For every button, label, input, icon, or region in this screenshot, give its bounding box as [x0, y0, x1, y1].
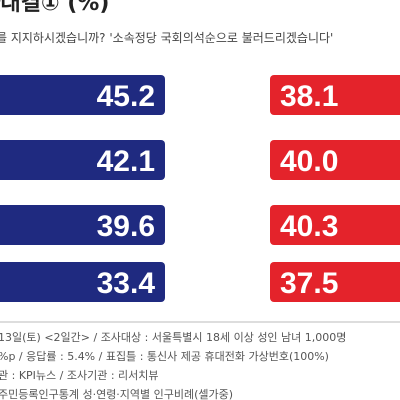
left-bar	[0, 205, 165, 245]
left-bar	[0, 140, 165, 180]
right-bar	[270, 205, 400, 245]
question: 를 지지하시겠습니까? '소속정당 국회의석순으로 불러드리겠습니다'	[0, 31, 333, 45]
footer-line: %p / 응답률 : 5.4% / 표집틀 : 통신사 제공 휴대전화 가상번호…	[0, 350, 329, 363]
right-value: 37.5	[280, 267, 338, 300]
right-bar	[270, 140, 400, 180]
left-value: 42.1	[97, 145, 155, 178]
right-bar	[270, 75, 400, 115]
right-value: 38.1	[280, 80, 338, 113]
left-value: 39.6	[97, 210, 155, 243]
right-value: 40.3	[280, 210, 338, 243]
left-bar	[0, 262, 165, 302]
title: 양자대결① (%)	[0, 0, 109, 16]
left-bar	[0, 75, 165, 115]
right-value: 40.0	[280, 145, 338, 178]
left-value: 33.4	[97, 267, 156, 300]
right-bar	[270, 262, 400, 302]
left-value: 45.2	[97, 80, 155, 113]
footer-line: 관 : KPI뉴스 / 조사기관 : 리서치뷰	[0, 369, 159, 382]
footer-line: 13일(토) <2일간> / 조사대상 : 서울특별시 18세 이상 성인 남녀…	[0, 330, 346, 344]
footer-line: 주민등록인구통계 성·연령·지역별 인구비례(셀가중)	[0, 388, 233, 400]
